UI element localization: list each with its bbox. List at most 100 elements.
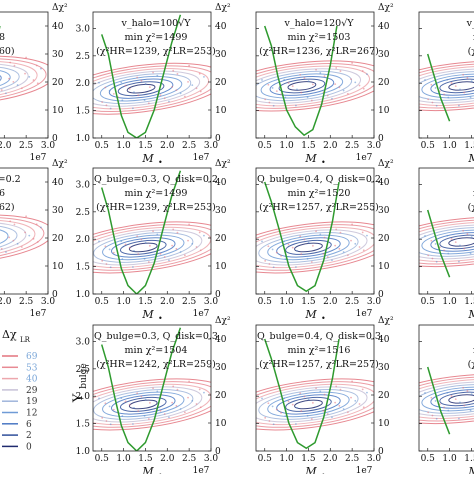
scatter-point [145,399,147,401]
scatter-point [104,245,106,247]
scatter-point [188,224,190,226]
y-tick-label: 1.0 [76,447,91,457]
scatter-point [446,235,448,237]
scatter-point [144,415,146,417]
scatter-point [331,259,333,261]
scatter-point [447,410,449,412]
scatter-point [280,412,282,414]
contour-level-2 [73,221,213,275]
y-tick-label: 1.5 [76,107,91,117]
scatter-point [362,232,364,234]
scatter-point [312,245,314,247]
x-axis-label: M [467,308,474,321]
scatter-point [430,240,432,242]
scatter-point [455,85,457,87]
scatter-point [299,392,301,394]
x-tick-label: 2.0 [0,141,12,151]
scatter-point [467,390,469,392]
contour-level-2 [71,62,211,116]
scatter-point [427,98,429,100]
y2-tick-label: 40 [52,22,64,32]
x-multiplier: 1e7 [30,309,47,319]
scatter-point [443,406,445,408]
y2-tick-label: 20 [215,391,227,401]
x-axis-label-sub: • [158,314,163,323]
scatter-point [148,418,150,420]
scatter-point [292,85,294,87]
scatter-point [470,252,472,254]
scatter-point [199,389,201,391]
scatter-point [1,248,3,250]
x-axis-label: M [141,465,154,474]
scatter-point [133,91,135,93]
x-tick-label: 0.5 [95,454,110,464]
scatter-point [311,418,313,420]
contour-level-3 [83,381,204,428]
scatter-point [175,405,177,407]
scatter-point [261,241,263,243]
contour-level-8 [129,242,158,253]
scatter-point [343,90,345,92]
panel-plot-area [375,54,474,121]
scatter-point [463,248,465,250]
x-multiplier: 1e7 [30,153,47,163]
scatter-point [101,260,103,262]
contour-level-2 [393,61,474,111]
scatter-point [315,69,317,71]
panel-annotation-line-1: 1518 [0,32,5,43]
scatter-point [120,397,122,399]
panel-annotation-line-1: min χ²=1503 [288,32,351,43]
legend-title-sub: LR [20,336,31,344]
scatter-point [113,252,115,254]
x-tick-label: 2.0 [160,454,175,464]
scatter-point [451,238,453,240]
x-tick-label: 1.5 [138,454,153,464]
y-axis-label: Υ [71,393,86,403]
scatter-point [319,391,321,393]
scatter-point [37,241,39,243]
scatter-point [283,240,285,242]
scatter-point [152,230,154,232]
scatter-point [276,90,278,92]
scatter-point [104,87,106,89]
scatter-point [267,84,269,86]
scatter-point [447,253,449,255]
scatter-point [299,74,301,76]
y2-tick-label: 10 [378,262,390,272]
y-tick-label: 2.5 [76,52,91,62]
scatter-point [269,102,271,104]
scatter-point [462,387,464,389]
scatter-point [137,253,139,255]
scatter-point [9,220,11,222]
panel-annotation-line-0: Q_bulge=0.3, Q_disk=0.2 [94,174,218,185]
scatter-point [354,243,356,245]
scatter-point [308,399,310,401]
x-tick-label: 1.0 [279,297,294,307]
legend-level-label: 6 [26,420,32,430]
y2-tick-label: 20 [378,234,390,244]
legend-level-label: 2 [26,431,32,441]
scatter-point [308,80,310,82]
x-tick-label: 1.0 [442,141,457,151]
x-axis-label: M [467,465,474,474]
contour-level-1 [229,374,387,435]
scatter-point [335,229,337,231]
scatter-point [145,83,147,85]
x-tick-label: 2.5 [345,454,360,464]
scatter-point [191,243,193,245]
scatter-point [340,232,342,234]
scatter-point [113,93,115,95]
scatter-point [288,401,290,403]
y2-tick-label: 40 [378,335,390,345]
scatter-point [37,82,39,84]
scatter-point [273,266,275,268]
scatter-point [471,236,473,238]
scatter-point [446,79,448,81]
scatter-point [1,89,3,91]
scatter-point [203,76,205,78]
y2-axis-label: Δχ² [52,3,68,13]
scatter-point [187,81,189,83]
scatter-point [98,82,100,84]
scatter-point [187,240,189,242]
